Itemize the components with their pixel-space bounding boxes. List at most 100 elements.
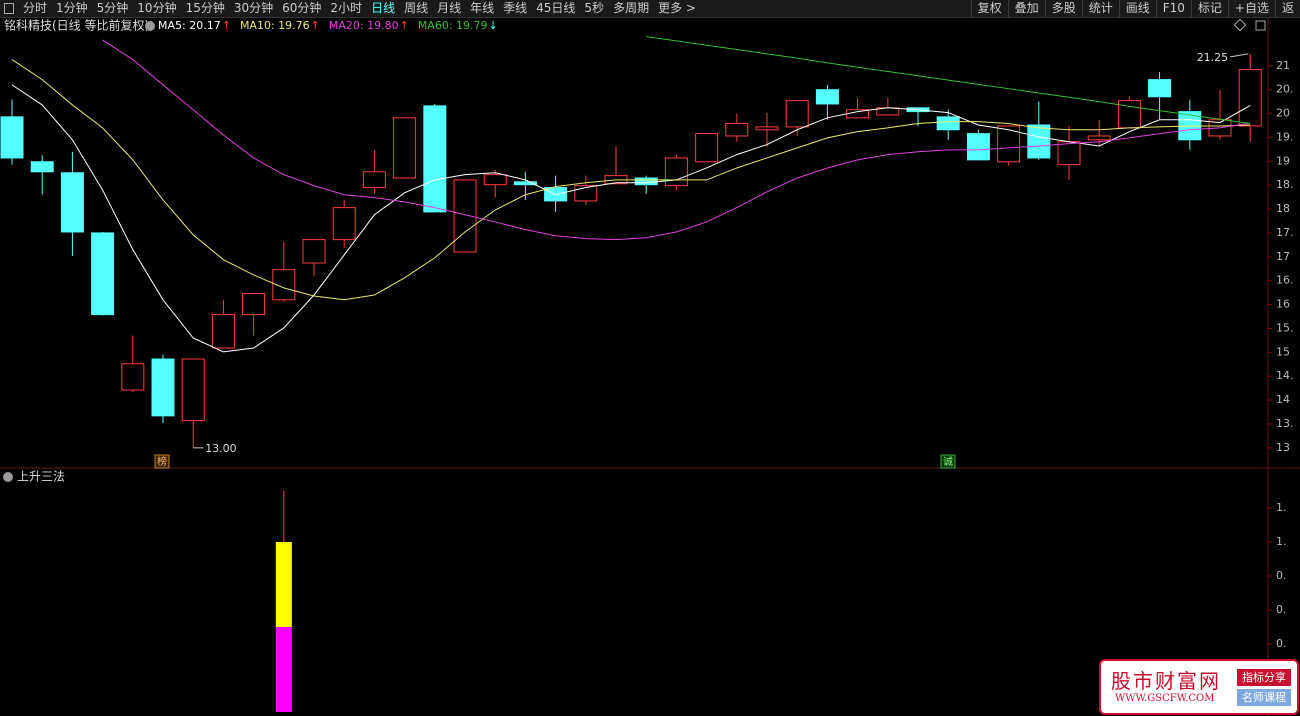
settings-icon[interactable] bbox=[145, 21, 155, 31]
candle-body bbox=[453, 179, 477, 253]
period-tab[interactable]: 月线 bbox=[437, 1, 462, 15]
candle-body bbox=[423, 105, 447, 213]
candle-body bbox=[1148, 79, 1172, 98]
candle-body bbox=[634, 177, 658, 186]
tool-button[interactable]: 返 bbox=[1274, 0, 1300, 17]
indicator-icon[interactable] bbox=[3, 472, 13, 482]
y-tick-label: 15 bbox=[1276, 345, 1290, 358]
candle-body bbox=[1027, 124, 1051, 159]
y-tick-label: 19 bbox=[1276, 154, 1290, 167]
period-tab[interactable]: 更多 > bbox=[658, 1, 696, 15]
candle-body bbox=[966, 133, 990, 161]
y-tick-label: 18. bbox=[1276, 178, 1294, 191]
candle-body bbox=[815, 89, 839, 105]
candle-body bbox=[211, 314, 235, 349]
tool-button[interactable]: 统计 bbox=[1081, 0, 1119, 17]
ma-arrow: ↓ bbox=[489, 19, 498, 32]
ma-line bbox=[11, 84, 1251, 353]
period-tab[interactable]: 年线 bbox=[470, 1, 495, 15]
marker: 诚 bbox=[943, 456, 953, 468]
candle-body bbox=[30, 161, 54, 173]
candle-body bbox=[725, 123, 749, 137]
ma-line bbox=[11, 59, 1251, 301]
candle-body bbox=[332, 207, 356, 241]
candle-body bbox=[1057, 141, 1081, 166]
candle-body bbox=[393, 117, 417, 179]
candle-body bbox=[574, 185, 598, 202]
period-tab[interactable]: 分时 bbox=[23, 1, 48, 15]
candle-body bbox=[272, 269, 296, 301]
period-tab[interactable]: 2小时 bbox=[330, 1, 363, 15]
ma-arrow: ↑ bbox=[222, 19, 231, 32]
candle-body bbox=[302, 239, 326, 264]
period-tab[interactable]: 30分钟 bbox=[233, 1, 274, 15]
indicator-bar bbox=[275, 627, 292, 712]
ma-line bbox=[102, 39, 1251, 241]
candle-body bbox=[121, 363, 145, 391]
y-tick-label: 1. bbox=[1276, 535, 1287, 548]
period-tab[interactable]: 多周期 bbox=[613, 1, 650, 15]
y-tick-label: 0. bbox=[1276, 637, 1287, 650]
high-label: 21.25 bbox=[1197, 51, 1229, 64]
candle-body bbox=[483, 174, 507, 186]
period-tab[interactable]: 5分钟 bbox=[96, 1, 129, 15]
watermark-url: WWW.GSCFW.COM bbox=[1115, 693, 1215, 704]
y-tick-label: 13. bbox=[1276, 417, 1294, 430]
candle-body bbox=[60, 172, 84, 233]
candle-body bbox=[151, 358, 175, 417]
period-tab[interactable]: 45日线 bbox=[536, 1, 576, 15]
tool-button[interactable]: 画线 bbox=[1118, 0, 1156, 17]
period-tab[interactable]: 60分钟 bbox=[282, 1, 322, 15]
ma-arrow: ↑ bbox=[400, 19, 409, 32]
watermark: 股市财富网 WWW.GSCFW.COM 指标分享 名师课程 bbox=[1099, 659, 1299, 715]
low-label: 13.00 bbox=[205, 442, 237, 455]
marker: 榜 bbox=[157, 455, 167, 468]
candle-body bbox=[936, 116, 960, 131]
tool-button[interactable]: 叠加 bbox=[1007, 0, 1045, 17]
watermark-tag: 指标分享 bbox=[1237, 669, 1291, 686]
candle-body bbox=[513, 181, 537, 186]
tool-button[interactable]: 标记 bbox=[1190, 0, 1228, 17]
window-icon[interactable] bbox=[1255, 20, 1266, 31]
y-tick-label: 16 bbox=[1276, 298, 1290, 311]
ma-legend: MA20: 19.80 bbox=[329, 19, 399, 32]
y-tick-label: 18 bbox=[1276, 202, 1290, 215]
y-tick-label: 17 bbox=[1276, 250, 1290, 263]
ma-arrow: ↑ bbox=[311, 19, 320, 32]
y-tick-label: 20 bbox=[1276, 107, 1290, 120]
diamond-icon[interactable] bbox=[1233, 18, 1247, 32]
candle-body bbox=[1087, 135, 1111, 141]
candle-body bbox=[362, 171, 386, 189]
candle-body bbox=[695, 133, 719, 163]
y-tick-label: 15. bbox=[1276, 321, 1294, 334]
candle-body bbox=[785, 100, 809, 128]
period-tab[interactable]: 10分钟 bbox=[137, 1, 177, 15]
tool-button[interactable]: 复权 bbox=[970, 0, 1008, 17]
watermark-name: 股市财富网 bbox=[1111, 669, 1221, 693]
marker-box bbox=[154, 454, 170, 469]
period-tab[interactable]: 季线 bbox=[503, 1, 528, 15]
tool-button[interactable]: +自选 bbox=[1227, 0, 1275, 17]
candle-body bbox=[0, 116, 24, 159]
y-tick-label: 20. bbox=[1276, 83, 1294, 96]
candle-body bbox=[997, 125, 1021, 163]
tool-button[interactable]: F10 bbox=[1155, 0, 1191, 17]
period-tab[interactable]: 5秒 bbox=[584, 1, 605, 15]
tool-button[interactable]: 多股 bbox=[1044, 0, 1082, 17]
period-tab[interactable]: 15分钟 bbox=[185, 1, 225, 15]
toolbar: 分时 1分钟 5分钟 10分钟 15分钟 30分钟 60分钟 2小时 日线 周线 月线 年线 季线 45日… bbox=[0, 0, 1300, 18]
ma-legend: MA10: 19.76 bbox=[240, 19, 310, 32]
period-tab[interactable]: 1分钟 bbox=[56, 1, 88, 15]
ma-legend: MA60: 19.79 bbox=[418, 19, 488, 32]
period-tab[interactable]: 周线 bbox=[404, 1, 429, 15]
label-pointer bbox=[1230, 53, 1249, 58]
menu-icon[interactable] bbox=[4, 3, 14, 14]
indicator-title: 上升三法 bbox=[17, 470, 65, 484]
period-tab[interactable]: 日线 bbox=[371, 1, 396, 15]
candle-body bbox=[181, 358, 205, 422]
ma-legend: MA5: 20.17 bbox=[158, 19, 221, 32]
y-tick-label: 14 bbox=[1276, 393, 1290, 406]
y-tick-label: 16. bbox=[1276, 274, 1294, 287]
